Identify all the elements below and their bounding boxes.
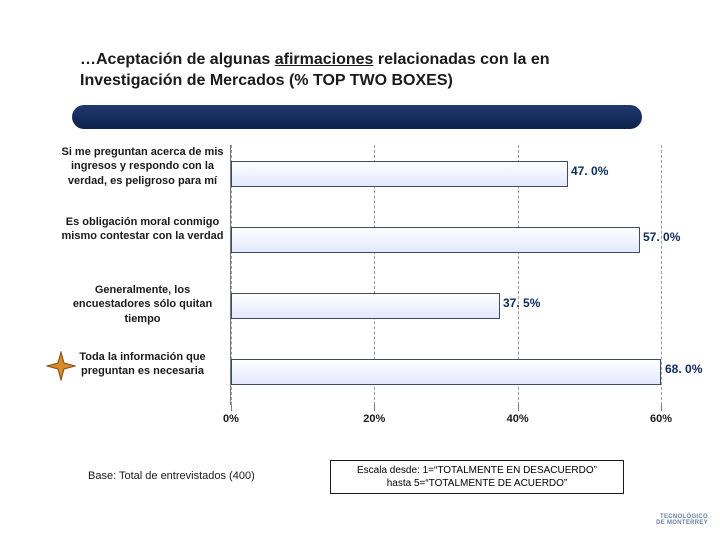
title-bar [72, 105, 642, 129]
bar-value: 47. 0% [571, 164, 608, 178]
tick-label: 0% [211, 413, 251, 425]
category-label: Si me preguntan acerca de mis ingresos y… [60, 145, 225, 188]
institution-logo: TECNOLÓGICO DE MONTERREY [656, 514, 708, 526]
scale-note: Escala desde: 1=“TOTALMENTE EN DESACUERD… [330, 460, 624, 494]
base-note: Base: Total de entrevistados (400) [88, 470, 255, 482]
bar [231, 161, 568, 187]
bar-value: 37. 5% [503, 296, 540, 310]
acceptance-chart: Si me preguntan acerca de mis ingresos y… [60, 145, 660, 435]
axis-tick [231, 405, 232, 411]
title-underlined: afirmaciones [275, 51, 374, 68]
bar-value: 57. 0% [643, 230, 680, 244]
logo-line2: DE MONTERREY [656, 520, 708, 526]
scale-note-line2: hasta 5=“TOTALMENTE DE ACUERDO” [387, 478, 568, 489]
bar [231, 227, 640, 253]
slide-title: …Aceptación de algunas afirmaciones rela… [80, 50, 640, 92]
title-prefix: …Aceptación de algunas [80, 51, 275, 68]
tick-label: 40% [498, 413, 538, 425]
axis-tick [518, 405, 519, 411]
axis-tick [374, 405, 375, 411]
axis-tick [661, 405, 662, 411]
bar [231, 359, 661, 385]
bar-value: 68. 0% [665, 362, 702, 376]
category-label: Toda la información que preguntan es nec… [60, 350, 225, 379]
category-label: Es obligación moral conmigo mismo contes… [60, 215, 225, 244]
tick-label: 20% [354, 413, 394, 425]
tick-label: 60% [641, 413, 681, 425]
slide: …Aceptación de algunas afirmaciones rela… [0, 0, 720, 540]
scale-note-line1: Escala desde: 1=“TOTALMENTE EN DESACUERD… [357, 465, 597, 476]
bar [231, 293, 500, 319]
plot-area: 47. 0% 57. 0% 37. 5% 68. 0% 0% 20% 40% 6… [230, 145, 661, 405]
star-icon [46, 351, 76, 381]
gridline [661, 145, 662, 405]
category-label: Generalmente, los encuestadores sólo qui… [60, 283, 225, 326]
